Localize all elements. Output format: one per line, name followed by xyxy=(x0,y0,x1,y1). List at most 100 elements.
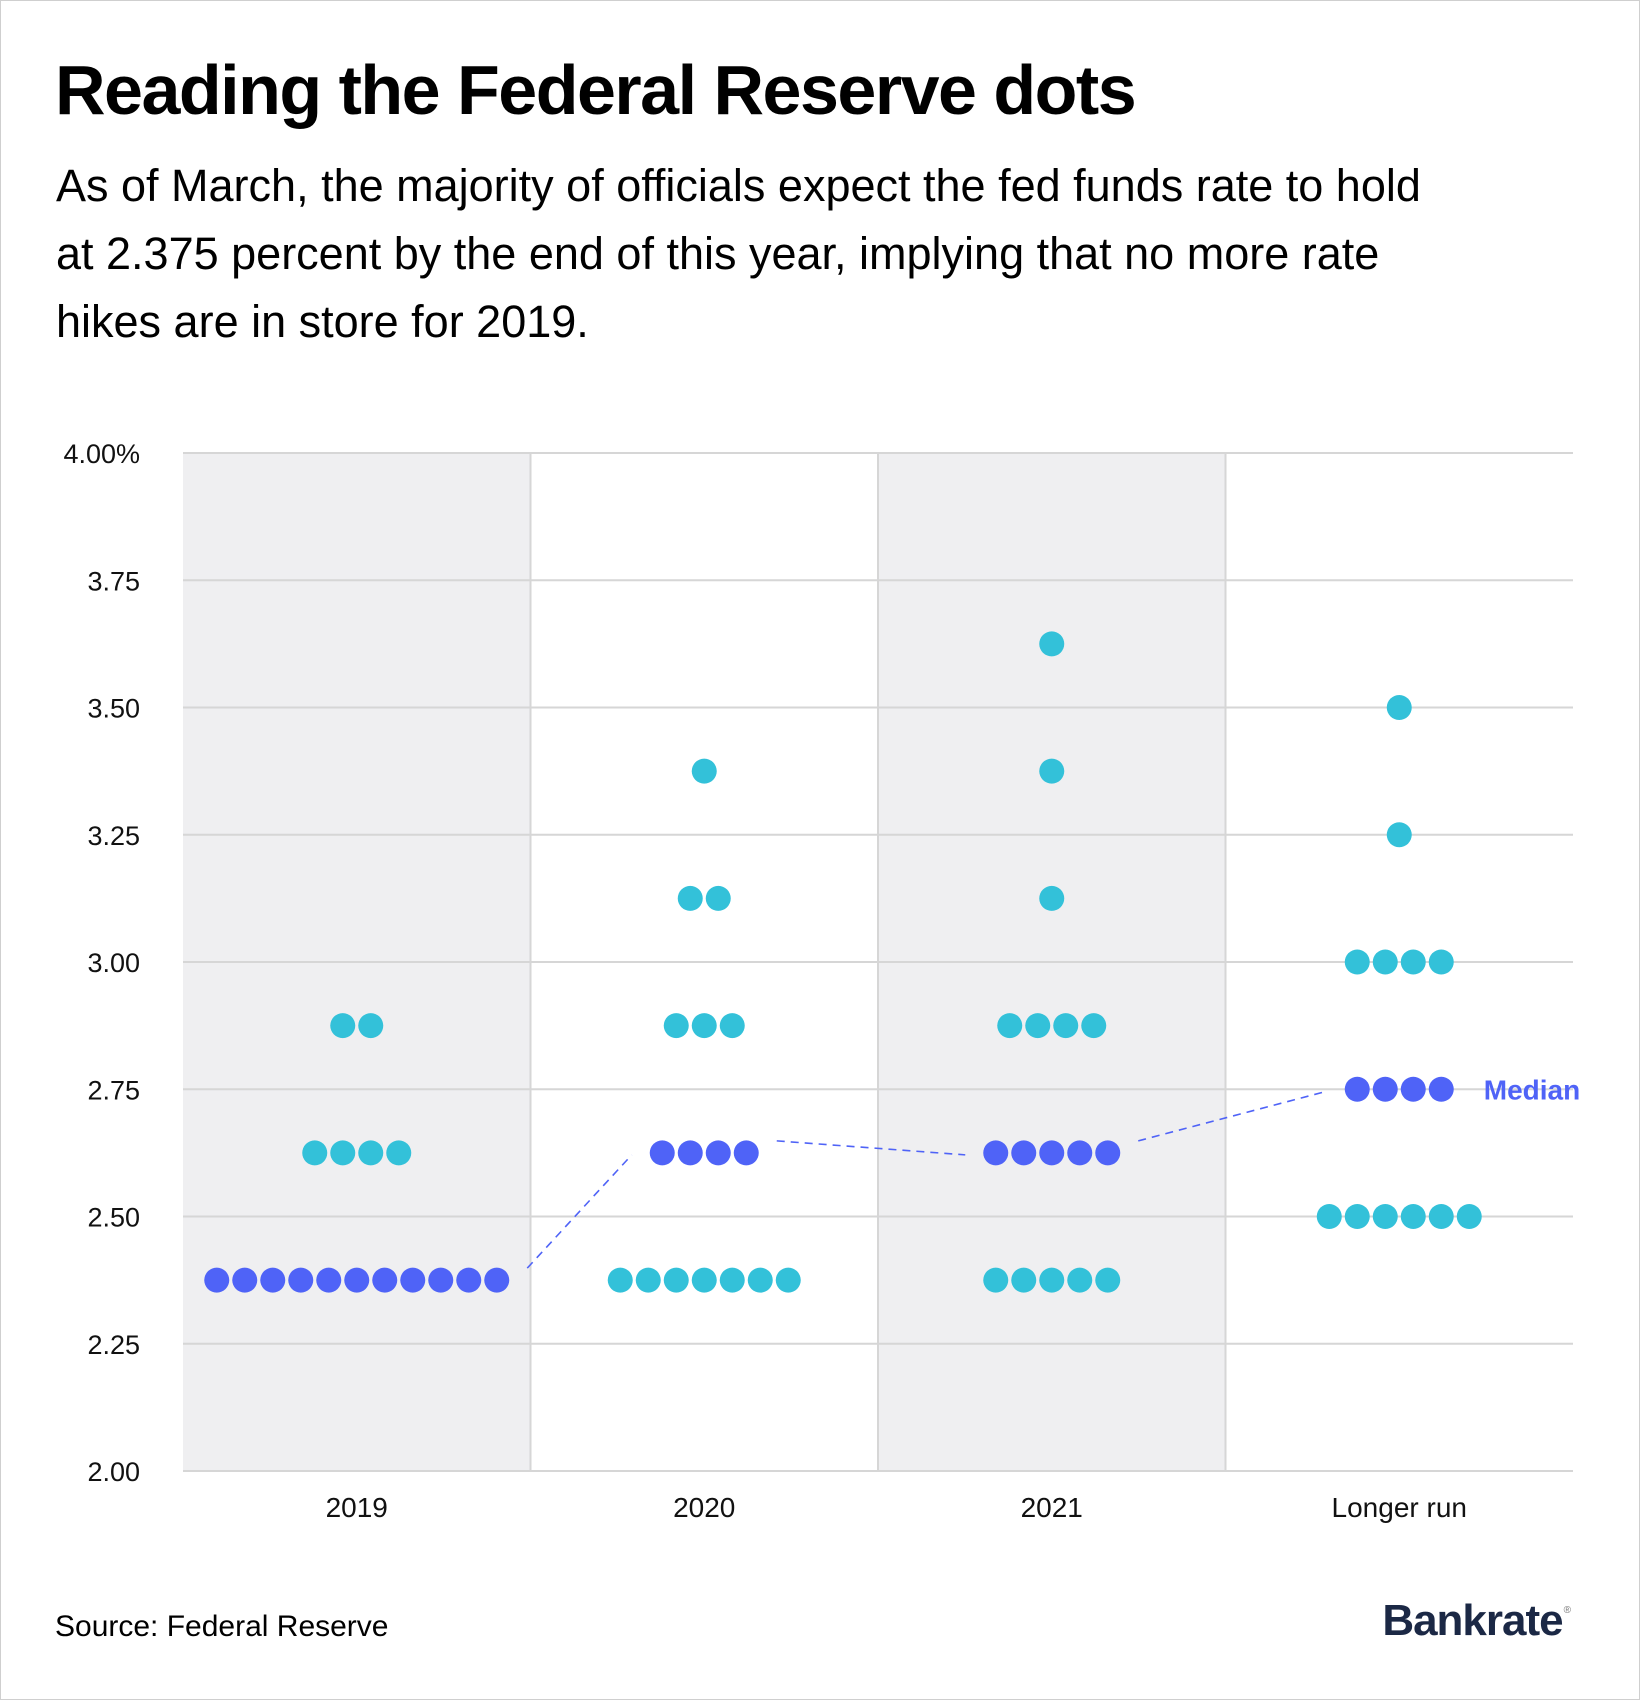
median-dot xyxy=(456,1267,482,1293)
projection-dot xyxy=(607,1267,633,1293)
projection-dot xyxy=(1344,1204,1370,1229)
projection-dot xyxy=(705,885,731,911)
median-dot xyxy=(484,1267,510,1293)
projection-dot xyxy=(997,1013,1023,1039)
projection-dot xyxy=(663,1267,689,1293)
projection-dot xyxy=(719,1013,745,1039)
projection-dot xyxy=(775,1267,801,1293)
y-tick-label: 2.50 xyxy=(87,1203,140,1233)
y-tick-label: 2.00 xyxy=(87,1457,140,1487)
median-dot xyxy=(316,1267,342,1293)
projection-dot xyxy=(1372,1204,1398,1229)
median-dot xyxy=(372,1267,398,1293)
projection-dot xyxy=(1067,1267,1093,1293)
median-connector xyxy=(526,1090,1327,1269)
median-dot xyxy=(1095,1140,1121,1166)
projection-dot xyxy=(1344,949,1370,975)
chart-title: Reading the Federal Reserve dots xyxy=(55,51,1137,129)
y-tick-label: 2.25 xyxy=(87,1330,140,1360)
projection-dot xyxy=(635,1267,661,1293)
subtitle-line: at 2.375 percent by the end of this year… xyxy=(56,228,1380,279)
projection-dot xyxy=(691,758,717,784)
y-tick-label: 3.75 xyxy=(87,566,140,596)
projection-dot xyxy=(330,1013,356,1039)
x-axis-category-labels: 2019 2020 2021 Longer run xyxy=(326,1492,1467,1523)
projection-dot xyxy=(747,1267,773,1293)
projection-dot xyxy=(330,1140,356,1166)
projection-dot xyxy=(719,1267,745,1293)
median-connector-line xyxy=(1138,1090,1327,1142)
projection-dot xyxy=(1316,1204,1342,1229)
y-tick-label: 3.50 xyxy=(87,694,140,724)
median-annotation: Median xyxy=(1484,1074,1580,1105)
x-category-label: 2019 xyxy=(326,1492,388,1523)
y-tick-label: 2.75 xyxy=(87,1075,140,1105)
median-dot xyxy=(288,1267,314,1293)
x-category-label: Longer run xyxy=(1332,1492,1467,1523)
y-tick-label: 3.00 xyxy=(87,948,140,978)
source-note: Source: Federal Reserve xyxy=(55,1610,389,1643)
projection-dot xyxy=(1025,1013,1051,1039)
median-connector-line xyxy=(526,1154,633,1269)
projection-dot xyxy=(1039,885,1065,911)
logo-text: Bankrate xyxy=(1382,1596,1563,1645)
projection-dot xyxy=(1428,949,1454,975)
median-dot xyxy=(677,1140,703,1166)
projection-dot xyxy=(691,1013,717,1039)
projection-dot xyxy=(386,1140,412,1166)
projection-dot xyxy=(1456,1204,1482,1229)
median-dot xyxy=(428,1267,454,1293)
x-category-label: 2021 xyxy=(1021,1492,1083,1523)
projection-dot xyxy=(1386,695,1412,720)
projection-dot xyxy=(1372,949,1398,975)
subtitle-line: As of March, the majority of officials e… xyxy=(56,160,1421,211)
projection-dot xyxy=(302,1140,328,1166)
median-dot xyxy=(1372,1076,1398,1102)
median-dot xyxy=(1344,1076,1370,1102)
projection-dot xyxy=(677,885,703,911)
projection-dot xyxy=(983,1267,1009,1293)
projection-dot xyxy=(1053,1013,1079,1039)
projection-dot xyxy=(663,1013,689,1039)
projection-dot xyxy=(1400,1204,1426,1229)
projection-dot xyxy=(1039,1267,1065,1293)
median-dot xyxy=(1067,1140,1093,1166)
registered-mark: ® xyxy=(1563,1605,1571,1616)
column-dividers xyxy=(529,453,1227,1471)
projection-dot xyxy=(1011,1267,1037,1293)
median-dot xyxy=(983,1140,1009,1166)
median-dot xyxy=(649,1140,675,1166)
median-dot xyxy=(260,1267,286,1293)
dots xyxy=(204,631,1482,1293)
median-dot xyxy=(344,1267,370,1293)
median-dot xyxy=(1428,1076,1454,1102)
subtitle-line: hikes are in store for 2019. xyxy=(56,296,589,347)
y-axis-tick-labels: 2.00 2.25 2.50 2.75 3.00 3.25 3.50 3.75 4.00% xyxy=(63,439,140,1487)
median-dot xyxy=(1011,1140,1037,1166)
median-dot xyxy=(1400,1076,1426,1102)
projection-dot xyxy=(1081,1013,1107,1039)
y-tick-label: 3.25 xyxy=(87,821,140,851)
median-connector-line xyxy=(776,1140,966,1156)
projection-dot xyxy=(358,1013,384,1039)
projection-dot xyxy=(1386,822,1412,848)
projection-dot xyxy=(691,1267,717,1293)
median-dot xyxy=(232,1267,258,1293)
projection-dot xyxy=(358,1140,384,1166)
median-dot xyxy=(705,1140,731,1166)
chart-subtitle: As of March, the majority of officials e… xyxy=(56,152,1616,356)
projection-dot xyxy=(1400,949,1426,975)
median-dot xyxy=(1039,1140,1065,1166)
projection-dot xyxy=(1095,1267,1121,1293)
projection-dot xyxy=(1428,1204,1454,1229)
y-tick-label: 4.00% xyxy=(63,439,140,469)
median-dot xyxy=(400,1267,426,1293)
annotations: Median xyxy=(1484,1074,1580,1105)
bankrate-logo: Bankrate® xyxy=(1382,1596,1571,1646)
x-category-label: 2020 xyxy=(673,1492,735,1523)
median-dot xyxy=(733,1140,759,1166)
median-dot xyxy=(204,1267,230,1293)
projection-dot xyxy=(1039,631,1065,657)
projection-dot xyxy=(1039,758,1065,784)
